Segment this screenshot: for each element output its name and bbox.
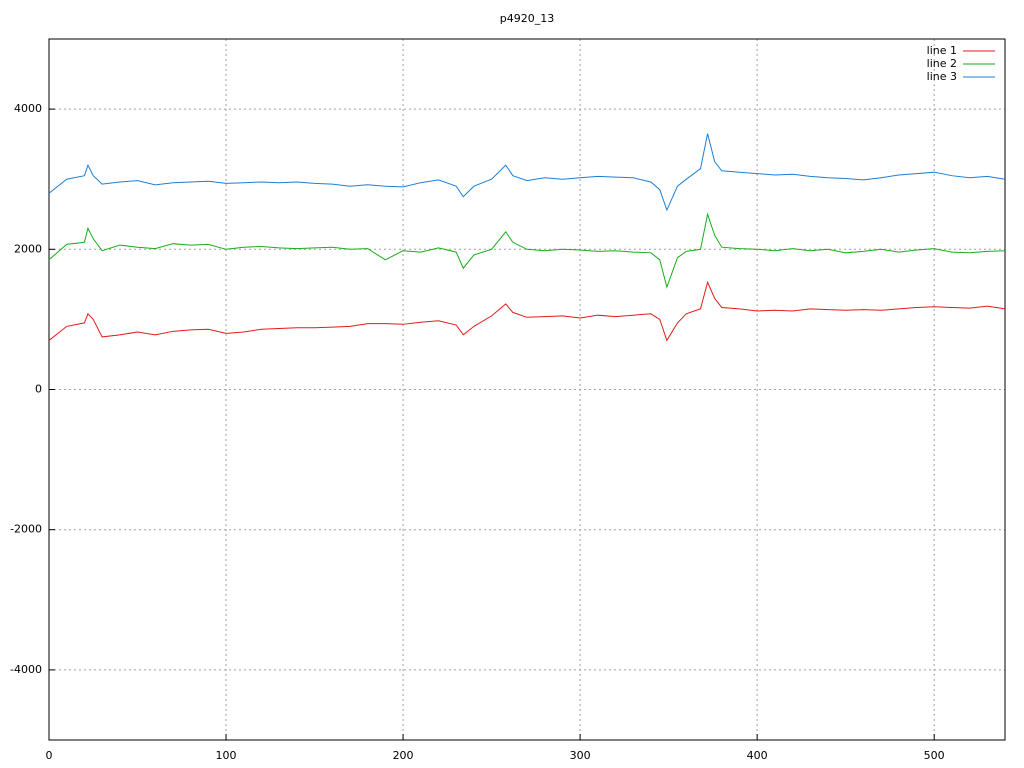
data-line	[48, 280, 1006, 342]
data-line	[48, 133, 1006, 212]
y-tick-label: 2000	[14, 242, 42, 255]
x-tick-label: 200	[393, 749, 414, 762]
x-tick-label: 100	[216, 749, 237, 762]
x-tick-label: 400	[747, 749, 768, 762]
y-tick-label: 4000	[14, 102, 42, 115]
x-tick-label: 0	[46, 749, 53, 762]
x-tick-label: 300	[570, 749, 591, 762]
data-line	[48, 212, 1006, 289]
y-tick-label: -2000	[10, 523, 42, 536]
legend-label: line 1	[927, 44, 957, 57]
legend-label: line 2	[927, 57, 957, 70]
y-tick-label: -4000	[10, 663, 42, 676]
plot-border	[48, 38, 1006, 741]
x-tick-label: 500	[924, 749, 945, 762]
y-tick-label: 0	[35, 383, 42, 396]
legend-label: line 3	[927, 70, 957, 83]
chart-title: p4920_13	[500, 12, 554, 25]
